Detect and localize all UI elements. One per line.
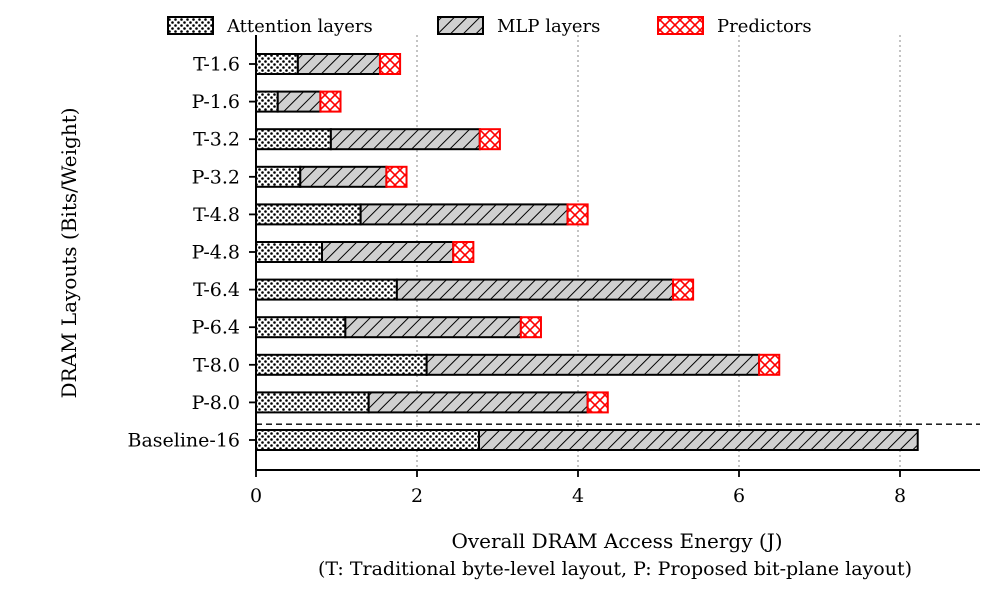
bar-segment	[255, 316, 347, 339]
bar-segment	[344, 316, 522, 339]
bar-segment	[299, 165, 388, 188]
bar-segment	[671, 278, 695, 301]
axes: T-1.6 P-1.6 T-3.2 P-3.2 T-4.8 P-4.8 T-6.4 P-6.4…	[127, 35, 980, 507]
bar-segment	[296, 53, 381, 75]
x-axis-label: Overall DRAM Access Energy (J)	[451, 529, 782, 553]
y-tick-label: T-4.8	[193, 204, 240, 226]
bar-segment	[367, 391, 589, 414]
y-tick-label: T-1.6	[193, 54, 240, 76]
x-tick-label: 0	[250, 485, 262, 507]
bar-segment	[586, 391, 609, 414]
bar-segment	[255, 241, 324, 263]
y-tick-label: P-3.2	[192, 166, 240, 188]
bar-segment	[255, 128, 332, 151]
bar-segment	[478, 128, 501, 151]
bar-segment	[385, 165, 408, 188]
bar-segment	[319, 90, 342, 113]
bar-segment	[255, 353, 428, 376]
bar-segment	[395, 278, 674, 301]
y-tick-label: T-8.0	[193, 354, 240, 376]
bar-segment	[255, 278, 398, 301]
legend-label: Attention layers	[226, 16, 373, 37]
bar-segment	[255, 391, 370, 414]
x-tick-label: 6	[733, 485, 745, 507]
x-tick-label: 4	[572, 485, 584, 507]
bar-segment	[321, 241, 455, 263]
bar-segment	[425, 353, 761, 376]
y-tick-label: Baseline-16	[127, 430, 240, 452]
y-tick-label: P-4.8	[192, 242, 240, 264]
y-tick-label: P-1.6	[192, 91, 240, 113]
bar-segment	[452, 241, 475, 263]
y-tick-label: P-6.4	[192, 317, 240, 339]
y-tick-label: P-8.0	[192, 392, 240, 414]
legend-swatch	[437, 16, 484, 35]
legend-label: MLP layers	[497, 16, 600, 37]
legend-swatch	[167, 16, 214, 35]
bar-segment	[519, 316, 542, 339]
x-tick-label: 8	[894, 485, 906, 507]
bar-segment	[255, 429, 480, 451]
bar-segment	[329, 128, 481, 151]
bar-segment	[276, 90, 322, 113]
x-tick-label: 2	[411, 485, 423, 507]
bar-segment	[255, 53, 299, 75]
bars	[255, 53, 919, 451]
bar-segment	[477, 429, 919, 451]
bar-segment	[255, 90, 279, 113]
bar-segment	[255, 165, 302, 188]
bar-segment	[255, 203, 362, 226]
y-tick-label: T-6.4	[193, 279, 240, 301]
legend-label: Predictors	[717, 16, 812, 37]
bar-segment	[566, 203, 589, 226]
y-tick-label: T-3.2	[193, 129, 240, 151]
legend: Attention layers MLP layers Predictors	[167, 16, 812, 37]
y-axis-label: DRAM Layouts (Bits/Weight)	[57, 107, 81, 398]
bar-segment	[378, 53, 402, 75]
legend-swatch	[657, 16, 704, 35]
bar-segment	[758, 353, 781, 376]
x-axis-note: (T: Traditional byte-level layout, P: Pr…	[318, 558, 912, 580]
bar-segment	[359, 203, 569, 226]
